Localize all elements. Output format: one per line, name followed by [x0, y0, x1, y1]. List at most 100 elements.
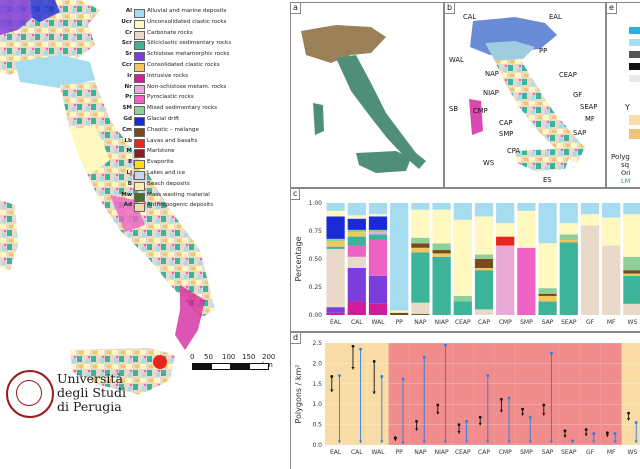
legend-label: Marlstone [147, 148, 175, 155]
bar-segment-ccr [559, 239, 578, 243]
lm-point [486, 374, 490, 378]
ori-point [436, 403, 440, 407]
region-label-sap: SAP [573, 129, 587, 137]
x-tick-label: EAL [330, 449, 342, 456]
polygon-density-chart: Polygons / km² 0.0 0.5 1.0 1.5 2.0 2.5 EAL CAL WA… [294, 340, 640, 456]
panel-e-swatch [629, 51, 640, 58]
legend-code: Al [125, 8, 132, 14]
ori-point [627, 411, 630, 415]
scale-seg [192, 363, 212, 370]
bar-segment-sm [368, 229, 388, 233]
panel-label-b: b [445, 3, 456, 14]
legend-swatch [134, 95, 145, 105]
bar-segment-ccr [538, 295, 557, 302]
legend-label: Mixed sedimentary rocks [147, 105, 218, 112]
legend-code: Sr [125, 51, 132, 58]
lm-point [359, 347, 363, 351]
category-band [431, 343, 453, 445]
panel-e-band-dark [629, 129, 640, 139]
x-tick-label: EAL [330, 319, 342, 326]
y-tick-label: 1.00 [309, 200, 323, 207]
scale-tick: 0 [190, 353, 195, 361]
x-tick-label: CMP [499, 319, 512, 326]
bar-segment-ucr [474, 216, 494, 255]
bar-segment-al [602, 203, 621, 218]
bar-segment-al [474, 203, 494, 217]
lm-arrowhead [401, 441, 405, 445]
bar-segment-mw [411, 313, 430, 315]
bar-segment-cr [602, 245, 621, 315]
lm-point [401, 377, 405, 381]
panel-d: d Polygons / km² 0.0 0.5 1.0 1.5 2.0 2.5 EAL CAL… [290, 332, 640, 469]
ori-point [415, 419, 418, 423]
legend-label: Pyroclastic rocks [147, 94, 194, 101]
panel-e-marker-ori: Ori [621, 169, 631, 177]
bar-segment-ucr [390, 310, 409, 313]
legend-code: Cr [125, 29, 132, 36]
legend-swatch [134, 19, 145, 29]
bar-segment-ir [326, 312, 345, 315]
bar-segment-ucr [559, 223, 578, 235]
legend-code: Mw [121, 191, 132, 198]
bar-segment-scr [347, 236, 366, 246]
legend-code: Li [126, 170, 132, 176]
ori-point [605, 431, 609, 435]
bar-segment-scr [538, 301, 557, 315]
lm-point [422, 355, 426, 359]
region-label-ceap: CEAP [559, 71, 577, 79]
category-band [452, 343, 474, 445]
map-sicily [70, 348, 175, 395]
region-label-mf: MF [585, 115, 595, 123]
x-tick-label: CAL [351, 449, 363, 456]
ori-arrowhead [478, 422, 482, 426]
bar-segment-ccr [474, 267, 494, 271]
bar-segment-scr [411, 252, 430, 303]
bar-segment-sr [368, 275, 388, 304]
panel-b-sardinia [469, 99, 483, 135]
y-tick-label: 2.0 [312, 360, 322, 367]
panel-e-swatch [629, 63, 640, 70]
ori-arrowhead [372, 391, 376, 394]
legend-swatch [134, 138, 145, 148]
x-tick-label: NAP [414, 449, 427, 456]
x-tick-label: PP [396, 319, 404, 326]
x-tick-label: SEAP [561, 319, 577, 326]
legend-label: Mass wasting material [147, 191, 210, 198]
y-tick-label: 0.25 [309, 284, 323, 291]
bar-segment-al [368, 203, 388, 215]
bar-segment-sm [347, 229, 366, 233]
bar-segment-scr [623, 275, 640, 304]
bar-segment-scr [453, 301, 472, 315]
ori-arrowhead [351, 367, 355, 370]
bar-segment-cm [623, 270, 640, 274]
region-label-cmp: CMP [473, 107, 488, 115]
legend-swatch [134, 41, 145, 51]
x-tick-label: WAL [371, 449, 385, 456]
y-tick-label: 0.0 [312, 442, 322, 449]
bar-segment-al [432, 203, 451, 210]
panel-label-a: a [291, 3, 301, 14]
x-tick-label: WAL [371, 319, 385, 326]
x-tick-label: SEAP [561, 449, 577, 456]
lm-point [592, 432, 596, 435]
university-name-line2: degli Studi [57, 385, 127, 400]
x-tick-label: SMP [520, 449, 533, 456]
region-label-nap: NAP [485, 70, 499, 78]
panel-a: a [290, 2, 444, 188]
category-band [367, 343, 389, 445]
bar-segment-scr [432, 256, 451, 315]
panel-b-sicily [515, 149, 570, 171]
panel-b: b CAL EAL PP WAL CEAP NAP NIAP GF SEAP MF CMP CAP SM… [444, 2, 606, 188]
legend-swatch [134, 117, 145, 126]
panel-a-sardinia [313, 103, 324, 135]
scale-tick: 100 [222, 353, 236, 361]
lm-arrowhead [528, 440, 532, 443]
bar-segment-al [326, 203, 345, 211]
panel-e-swatch [629, 75, 640, 82]
bar-segment-sm [559, 234, 578, 240]
scale-tick: 50 [204, 353, 213, 361]
ori-point [563, 429, 567, 433]
ori-arrowhead [393, 438, 397, 441]
lm-arrowhead [592, 440, 596, 443]
bar-segment-cm [474, 259, 494, 268]
